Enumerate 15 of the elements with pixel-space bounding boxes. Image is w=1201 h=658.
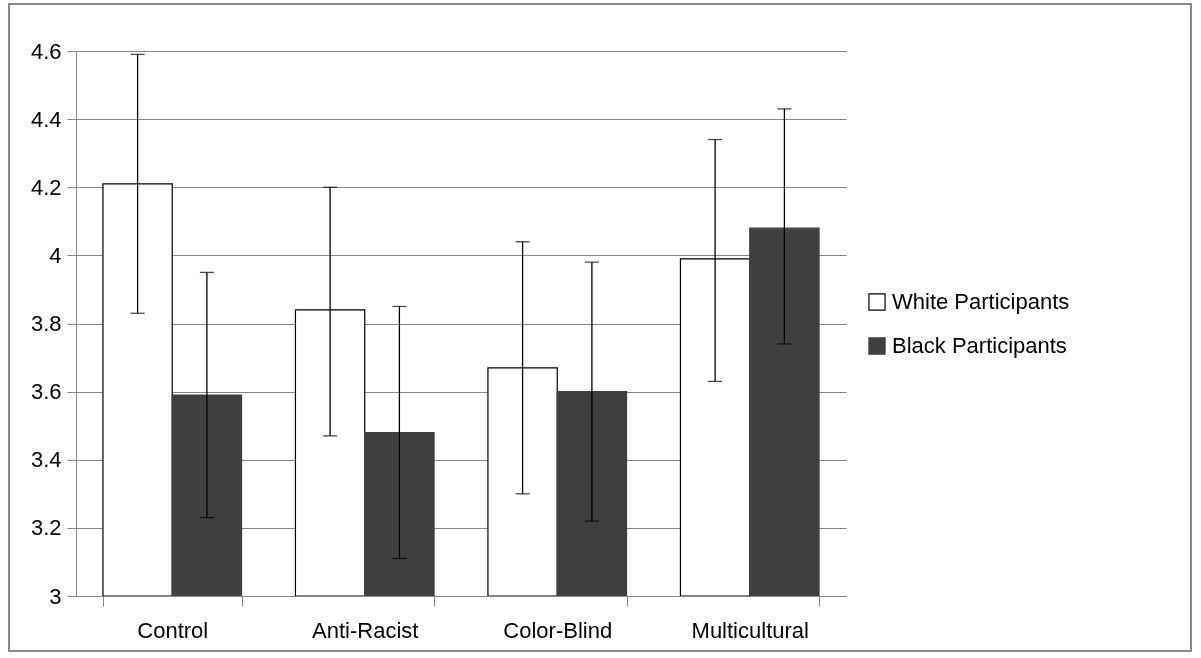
x-tick-label: Anti-Racist <box>312 617 419 643</box>
y-tick-label: 4.6 <box>30 38 62 64</box>
x-tick-label: Control <box>137 617 209 643</box>
y-tick-label: 4.2 <box>30 174 62 200</box>
legend-label: Black Participants <box>892 333 1067 358</box>
y-tick-label: 3.2 <box>30 515 62 541</box>
y-tick-label: 3 <box>49 583 62 609</box>
x-tick-label: Multicultural <box>691 617 809 643</box>
legend-label: White Participants <box>892 289 1070 314</box>
y-tick-label: 4.4 <box>30 106 62 132</box>
x-tick-label: Color-Blind <box>503 617 613 643</box>
y-tick-label: 3.8 <box>30 311 62 336</box>
y-tick-label: 3.4 <box>30 447 62 473</box>
y-tick-label: 4 <box>49 242 62 268</box>
y-tick-label: 3.6 <box>30 379 62 405</box>
